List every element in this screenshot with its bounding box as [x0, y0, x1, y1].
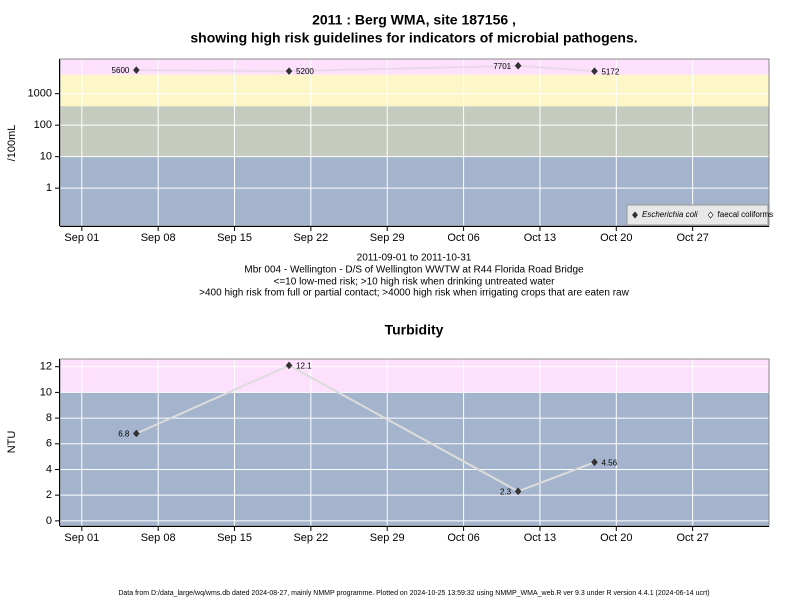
y-tick-label: 0	[46, 515, 52, 527]
x-tick-label: Oct 27	[676, 232, 708, 244]
subtitle: <=10 low-med risk; >10 high risk when dr…	[274, 277, 556, 288]
y-tick-label: 12	[40, 361, 52, 373]
y-tick-label: 10	[40, 151, 52, 163]
x-tick-label: Sep 29	[370, 232, 405, 244]
data-point	[591, 67, 598, 76]
x-tick-label: Sep 22	[293, 532, 328, 544]
data-label: 2.3	[500, 487, 512, 496]
risk-band	[60, 392, 769, 526]
legend-label: faecal coliforms	[718, 210, 774, 219]
risk-band	[60, 106, 769, 157]
data-label: 5600	[112, 66, 130, 75]
x-tick-label: Sep 15	[217, 532, 252, 544]
y-tick-label: 8	[46, 412, 52, 424]
data-point	[285, 67, 293, 75]
y-tick-label: 4	[46, 463, 52, 475]
y-axis-label: NTU	[6, 431, 18, 454]
y-tick-label: 10	[40, 386, 52, 398]
data-point	[285, 361, 293, 370]
data-point	[514, 61, 522, 70]
y-tick-label: 1000	[28, 88, 52, 100]
x-tick-label: Sep 01	[64, 232, 99, 244]
y-axis-label: /100mL	[6, 125, 18, 162]
x-tick-label: Sep 15	[217, 232, 252, 244]
y-tick-label: 2	[46, 489, 52, 501]
x-tick-label: Oct 13	[524, 532, 556, 544]
data-label: 12.1	[296, 362, 312, 371]
x-tick-label: Sep 08	[141, 232, 176, 244]
data-label: 5200	[296, 67, 314, 76]
y-tick-label: 1	[46, 182, 52, 194]
data-label: 7701	[493, 62, 511, 71]
subtitle: Mbr 004 - Wellington - D/S of Wellington…	[244, 265, 584, 276]
y-tick-label: 100	[34, 119, 52, 131]
y-tick-label: 6	[46, 438, 52, 450]
subtitle: >400 high risk from full or partial cont…	[199, 288, 629, 299]
x-tick-label: Oct 06	[447, 532, 479, 544]
series-line	[136, 64, 595, 73]
x-tick-label: Oct 27	[676, 532, 708, 544]
data-point	[514, 487, 522, 496]
legend: Escherichia coli faecal coliforms	[626, 204, 774, 226]
footer: Data from D:/data_large/wq/wms.db dated …	[118, 590, 709, 597]
data-label: 4.56	[601, 458, 617, 467]
x-tick-label: Oct 06	[447, 232, 479, 244]
risk-band	[60, 59, 769, 75]
x-tick-label: Sep 01	[64, 532, 99, 544]
legend-marker	[632, 211, 638, 219]
x-tick-label: Oct 20	[600, 532, 632, 544]
risk-band	[60, 74, 769, 107]
chart-title: 2011 : Berg WMA, site 187156 ,	[312, 12, 516, 28]
x-tick-label: Oct 13	[524, 232, 556, 244]
legend-label: Escherichia coli	[642, 210, 698, 219]
legend-marker	[707, 211, 714, 219]
legend-box	[626, 204, 769, 226]
x-tick-label: Sep 22	[293, 232, 328, 244]
chart-title: showing high risk guidelines for indicat…	[190, 30, 637, 46]
x-tick-label: Sep 08	[141, 532, 176, 544]
series-line	[135, 364, 595, 493]
chart-title: Turbidity	[385, 322, 444, 338]
data-point	[133, 66, 140, 74]
subtitle: 2011-09-01 to 2011-10-31	[357, 253, 472, 264]
data-point	[591, 458, 598, 467]
data-label: 6.8	[118, 430, 130, 439]
x-tick-label: Oct 20	[600, 232, 632, 244]
risk-band	[60, 359, 769, 393]
x-tick-label: Sep 29	[370, 532, 405, 544]
data-label: 5172	[601, 67, 619, 76]
data-point	[133, 429, 140, 438]
